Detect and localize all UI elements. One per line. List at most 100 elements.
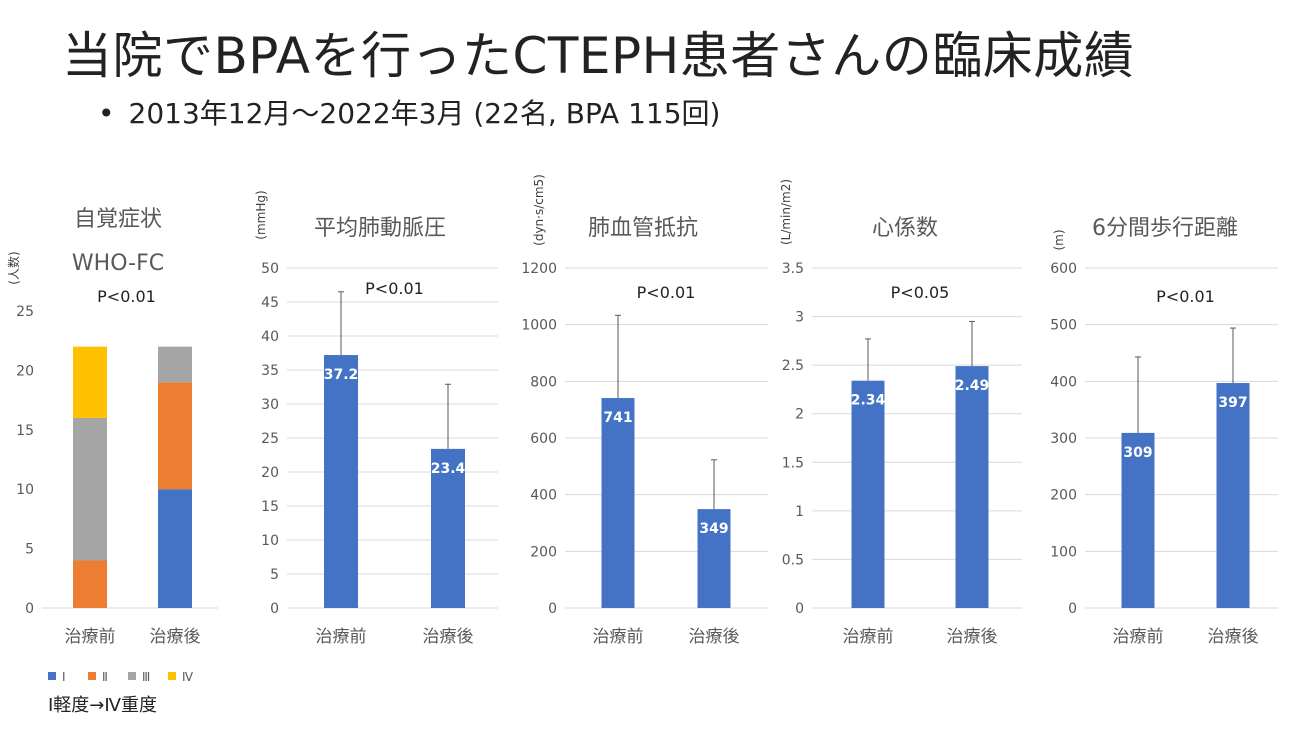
legend-swatch	[88, 672, 96, 680]
bar	[1121, 432, 1155, 608]
category-label: 治療前	[65, 627, 116, 647]
chart-title: 肺血管抵抗	[588, 216, 698, 241]
y-tick-label: 2	[795, 407, 804, 423]
chart-title: 心係数	[872, 216, 938, 241]
severity-note: Ⅰ軽度→Ⅳ重度	[48, 695, 157, 716]
y-tick-label: 0	[270, 601, 279, 617]
y-tick-label: 50	[261, 261, 279, 277]
y-tick-label: 200	[530, 544, 557, 560]
y-axis-label: (dyn·s/cm5)	[532, 174, 546, 246]
category-label: 治療後	[689, 627, 740, 647]
y-tick-label: 10	[261, 533, 279, 549]
p-value-annotation: P<0.01	[365, 279, 424, 298]
y-tick-label: 600	[530, 431, 557, 447]
y-tick-label: 200	[1050, 488, 1077, 504]
slide-title: 当院でBPAを行ったCTEPH患者さんの臨床成績	[62, 27, 1135, 85]
data-label: 2.49	[955, 378, 990, 394]
y-tick-label: 2.5	[782, 358, 804, 374]
data-label: 2.34	[851, 393, 886, 409]
category-label: 治療後	[150, 627, 201, 647]
category-label: 治療後	[947, 627, 998, 647]
chart-title: WHO-FC	[72, 251, 164, 276]
y-tick-label: 600	[1050, 261, 1077, 277]
chart-pvr: 0 200 400 600 800 1000 1200 肺血管抵抗 (dyn·s/cm5) P<0…	[521, 174, 768, 647]
y-tick-label: 15	[261, 499, 279, 515]
y-axis-label: (L/min/m2)	[779, 179, 793, 245]
y-tick-label: 100	[1050, 544, 1077, 560]
y-tick-label: 400	[530, 488, 557, 504]
data-label: 309	[1123, 445, 1152, 461]
y-tick-label: 40	[261, 329, 279, 345]
category-label: 治療前	[593, 627, 644, 647]
y-tick-label: 5	[25, 542, 34, 558]
y-tick-label: 20	[261, 465, 279, 481]
data-label: 349	[699, 521, 728, 537]
bar	[324, 355, 358, 608]
p-value-annotation: P<0.05	[891, 283, 950, 302]
y-tick-label: 35	[261, 363, 279, 379]
y-axis-label: (mmHg)	[254, 190, 268, 239]
category-label: 治療前	[316, 627, 367, 647]
y-tick-label: 25	[16, 304, 34, 320]
data-label: 397	[1218, 395, 1247, 411]
stacked-bar-segment	[73, 560, 107, 608]
y-tick-label: 1000	[521, 318, 557, 334]
y-tick-label: 300	[1050, 431, 1077, 447]
p-value-annotation: P<0.01	[1156, 287, 1215, 306]
bar	[1216, 383, 1250, 608]
y-tick-label: 0.5	[782, 552, 804, 568]
subtitle-text: 2013年12月～2022年3月 (22名, BPA 115回)	[128, 97, 721, 130]
legend-swatch	[48, 672, 56, 680]
p-value-annotation: P<0.01	[637, 283, 696, 302]
y-tick-label: 0	[795, 601, 804, 617]
y-tick-label: 15	[16, 423, 34, 439]
y-tick-label: 1	[795, 504, 804, 520]
chart-title: 6分間歩行距離	[1092, 216, 1238, 241]
y-tick-label: 400	[1050, 374, 1077, 390]
y-axis-label: (m)	[1052, 229, 1066, 250]
chart-ci: 0 0.5 1 1.5 2 2.5 3 3.5 心係数 (L/min/m2) P<0.05 治療前 治療…	[779, 179, 1022, 647]
bar	[431, 448, 465, 608]
category-label: 治療前	[843, 627, 894, 647]
p-value-annotation: P<0.01	[97, 287, 156, 306]
y-tick-label: 0	[1068, 601, 1077, 617]
y-tick-label: 5	[270, 567, 279, 583]
legend-swatch	[168, 672, 176, 680]
y-tick-label: 20	[16, 363, 34, 379]
y-tick-label: 30	[261, 397, 279, 413]
chart-fc: 0 5 10 15 20 25 自覚症状 WHO-FC (人数) P<0.01 治療前 治療後 Ⅰ Ⅱ Ⅲ Ⅳ	[6, 207, 218, 684]
y-tick-label: 800	[530, 374, 557, 390]
y-tick-label: 500	[1050, 318, 1077, 334]
category-label: 治療前	[1113, 627, 1164, 647]
y-tick-label: 0	[25, 601, 34, 617]
y-tick-label: 0	[548, 601, 557, 617]
legend-label: Ⅳ	[182, 670, 193, 684]
chart-title: 自覚症状	[74, 207, 162, 232]
legend-swatch	[128, 672, 136, 680]
chart-6mwd: 0 100 200 300 400 500 600 6分間歩行距離 (m) P<0.01 治療前 治療…	[1050, 216, 1278, 647]
y-tick-label: 10	[16, 482, 34, 498]
legend-label: Ⅰ	[62, 670, 66, 684]
bar	[851, 380, 885, 608]
y-tick-label: 25	[261, 431, 279, 447]
y-tick-label: 3	[795, 310, 804, 326]
bar	[697, 509, 731, 608]
subtitle: • 2013年12月～2022年3月 (22名, BPA 115回)	[98, 92, 720, 132]
stacked-bar-segment	[158, 382, 192, 490]
chart-title: 平均肺動脈圧	[314, 216, 446, 241]
legend-label: Ⅲ	[142, 670, 150, 684]
stacked-bar-segment	[73, 346, 107, 418]
bar	[601, 398, 635, 608]
bullet-point: •	[98, 97, 115, 130]
data-label: 23.4	[431, 461, 466, 477]
stacked-bar-segment	[73, 417, 107, 561]
category-label: 治療後	[1208, 627, 1259, 647]
legend-label: Ⅱ	[102, 670, 108, 684]
chart-mpap: 0 5 10 15 20 25 30 35 40 45 50 平均肺動脈圧 (mmHg) P<0.01 治療…	[254, 190, 498, 647]
stacked-bar-segment	[158, 489, 192, 608]
y-tick-label: 1.5	[782, 455, 804, 471]
category-label: 治療後	[423, 627, 474, 647]
bar	[955, 366, 989, 608]
y-axis-label: (人数)	[6, 251, 21, 284]
